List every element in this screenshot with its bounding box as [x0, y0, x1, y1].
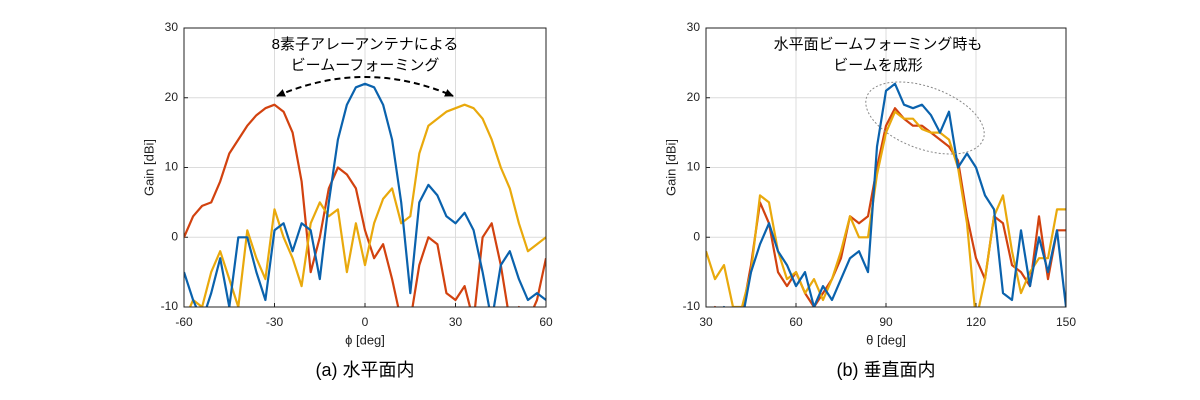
series-line: [184, 103, 546, 307]
x-tick-label: 60: [789, 315, 803, 329]
series-line: [706, 110, 1066, 307]
caption: (b) 垂直面内: [837, 360, 936, 380]
y-tick-label: -10: [683, 299, 701, 313]
highlight-ellipse: [865, 81, 985, 155]
x-tick-label: 30: [449, 315, 463, 329]
x-tick-label: -60: [175, 315, 193, 329]
axes-box: [183, 27, 547, 308]
x-tick-label: 60: [539, 315, 553, 329]
y-tick-label: 0: [693, 229, 700, 243]
y-tick-label: 20: [165, 90, 179, 104]
chart: -10 0 10 20 30 -60 -30 0 30 60 ϕ [deg] Gain [dBi] 8素…: [141, 20, 553, 380]
y-tick-label: -10: [161, 299, 179, 313]
series-line: [713, 107, 1066, 307]
y-tick-label: 0: [171, 229, 178, 243]
chart: -10 0 10 20 30 30 60 90 120 150 θ [deg] Gain [dBi] 水…: [663, 20, 1076, 380]
x-tick-label: 90: [879, 315, 893, 329]
series-line: [188, 103, 546, 307]
annotation: ビームーフォーミング: [291, 57, 440, 74]
y-axis-label: Gain [dBi]: [663, 139, 678, 196]
x-tick-label: -30: [266, 315, 284, 329]
x-tick-label: 30: [699, 315, 713, 329]
annotation: 水平面ビームフォーミング時も: [774, 36, 983, 53]
beam-arrow: [276, 76, 454, 97]
x-tick-label: 120: [966, 315, 986, 329]
x-tick-label: 150: [1056, 315, 1076, 329]
series-line: [184, 82, 546, 307]
y-axis-label: Gain [dBi]: [141, 139, 156, 196]
annotation: ビームを成形: [833, 57, 923, 74]
y-tick-label: 30: [165, 20, 179, 34]
series-line: [722, 82, 1066, 307]
x-axis-label: θ [deg]: [866, 332, 906, 347]
annotation: 8素子アレーアンテナによる: [272, 36, 459, 53]
caption: (a) 水平面内: [316, 360, 415, 380]
y-tick-label: 10: [165, 160, 179, 174]
axes-box: [705, 27, 1067, 308]
x-axis-label: ϕ [deg]: [345, 332, 385, 347]
y-tick-label: 30: [687, 20, 701, 34]
x-tick-label: 0: [362, 315, 369, 329]
y-tick-label: 10: [687, 160, 701, 174]
y-tick-label: 20: [687, 90, 701, 104]
